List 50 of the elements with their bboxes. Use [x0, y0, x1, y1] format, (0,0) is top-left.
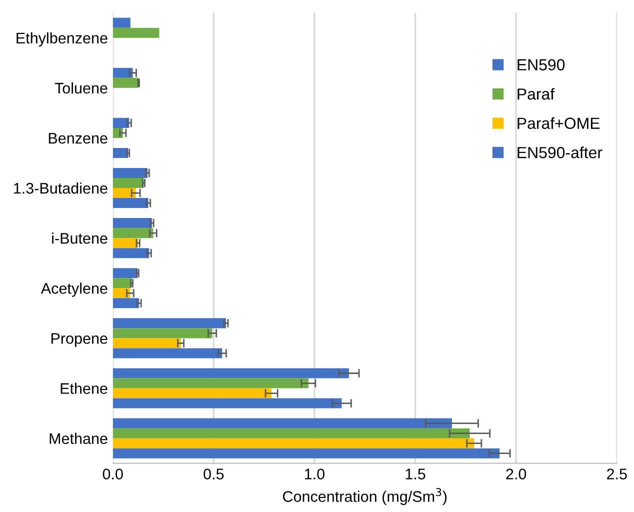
- bar: [112, 288, 130, 298]
- bar: [112, 368, 349, 378]
- bar: [112, 218, 152, 228]
- y-tick-label: Methane: [50, 432, 108, 444]
- bar: [112, 268, 138, 278]
- x-axis-title: Concentration (mg/Sm$^{3}$): [282, 488, 447, 505]
- legend-label: Paraf+OME: [518, 117, 600, 129]
- x-tick-label: 0.5: [204, 468, 224, 480]
- bar: [112, 18, 130, 28]
- y-tick-label: Toluene: [54, 82, 108, 94]
- bar: [112, 388, 272, 398]
- bar: [112, 338, 181, 348]
- y-tick-label: 1.3-Butadiene: [14, 182, 108, 194]
- bar: [112, 118, 130, 128]
- y-tick-label: Benzene: [48, 132, 108, 144]
- x-tick-label: 1.5: [406, 468, 426, 480]
- bar: [112, 398, 342, 408]
- bar: [112, 248, 150, 258]
- legend-label: Paraf: [518, 88, 555, 100]
- y-tick-label: Ethylbenzene: [16, 32, 108, 47]
- y-tick-label: Acetylene: [40, 282, 108, 297]
- bar: [112, 348, 222, 358]
- bar: [112, 448, 500, 458]
- bar: [112, 28, 160, 38]
- bar: [112, 328, 212, 338]
- bar: [112, 168, 148, 178]
- bar: [112, 318, 226, 328]
- bar: [112, 378, 308, 388]
- bar: [112, 438, 474, 448]
- x-tick-label: 2.5: [607, 468, 627, 480]
- bar: [112, 78, 139, 88]
- bar: [112, 188, 136, 198]
- x-tick-label: 1.0: [305, 468, 324, 480]
- x-tick-label: 2.0: [506, 468, 526, 480]
- bar: [112, 178, 144, 188]
- bar: [112, 428, 470, 438]
- bar: [112, 148, 128, 158]
- y-tick-label: Ethene: [60, 382, 108, 394]
- x-tick-label: 0.0: [102, 468, 123, 480]
- bar: [112, 198, 148, 208]
- legend-label: EN590: [518, 59, 565, 70]
- bar: [112, 278, 132, 288]
- bar: [112, 418, 452, 428]
- y-tick-label: i-Butene: [52, 232, 108, 244]
- bar: [112, 228, 154, 238]
- y-tick-label: Propene: [51, 333, 108, 347]
- bar: [112, 298, 140, 308]
- bar: [112, 238, 138, 248]
- legend-label: EN590-after: [518, 146, 602, 158]
- bar: [112, 68, 133, 78]
